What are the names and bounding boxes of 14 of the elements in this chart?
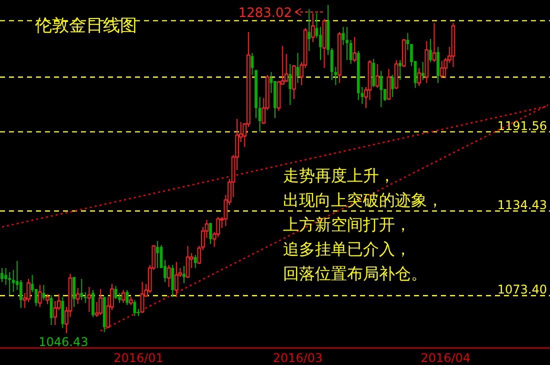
ref-line-label: 1191.56 (497, 118, 547, 133)
annotation: 1046.43 (38, 335, 88, 349)
annotation: 走势再度上升， (283, 166, 395, 185)
annotation: 回落位置布局补仓。 (283, 264, 427, 283)
text: 伦敦金日线图 (35, 16, 137, 36)
ref-line-label: 1134.43 (497, 198, 547, 212)
x-tick-label: 2016/04 (420, 351, 471, 365)
ref-line-label: 1073.40 (497, 282, 547, 297)
annotation: 出现向上突破的迹象， (283, 190, 443, 210)
annotation: 追多挂单已介入， (283, 240, 411, 258)
annotation: 上方新空间打开， (283, 215, 411, 234)
x-tick-label: 2016/01 (114, 351, 164, 365)
x-tick-label: 2016/03 (272, 351, 323, 365)
annotation: 1283.02 (238, 6, 292, 21)
